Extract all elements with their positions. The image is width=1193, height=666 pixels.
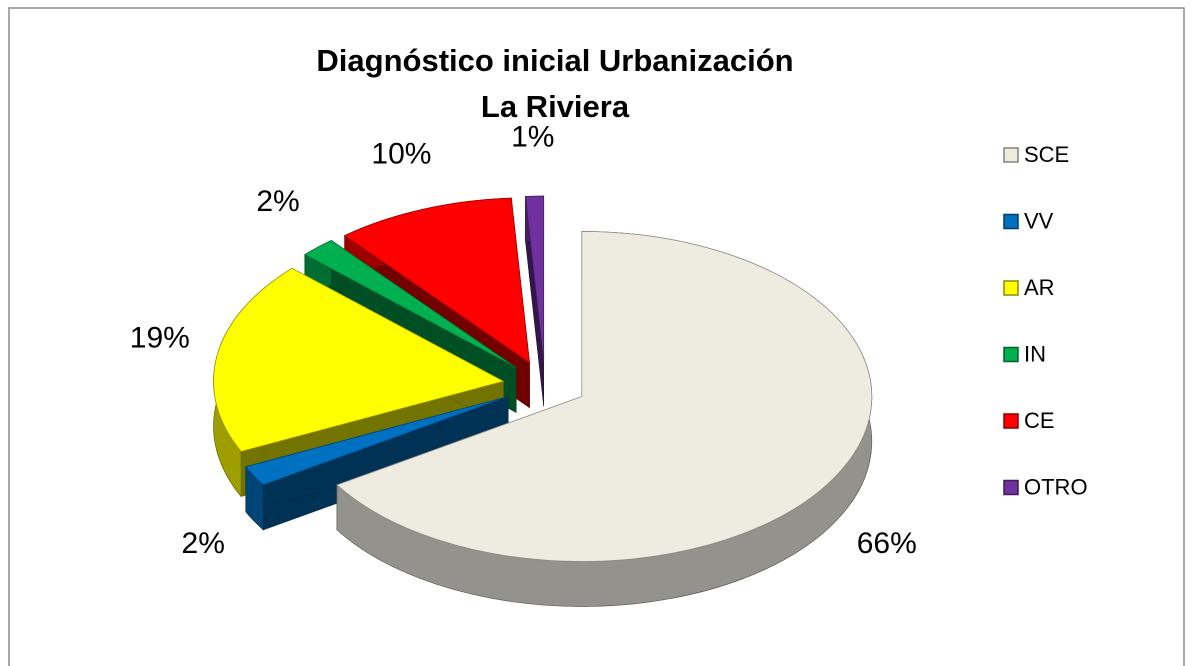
data-label: 10% (371, 137, 431, 170)
slice (213, 267, 505, 452)
legend-label: IN (1024, 341, 1046, 366)
slice (343, 197, 531, 364)
legend-swatch (1003, 147, 1019, 163)
legend-label: CE (1024, 408, 1055, 433)
legend-swatch (1003, 213, 1019, 230)
legend-label: OTRO (1024, 474, 1088, 499)
data-label: 19% (130, 322, 190, 355)
legend-label: VV (1024, 208, 1054, 233)
legend-swatch (1003, 479, 1019, 496)
slice (304, 239, 517, 368)
legend-label: SCE (1024, 142, 1069, 167)
legend-swatch (1003, 280, 1019, 296)
chart-title: Diagnóstico inicial Urbanización La Rivi… (316, 43, 794, 124)
legend-label: AR (1024, 275, 1055, 300)
legend-swatch (1003, 413, 1019, 429)
data-label: 2% (182, 527, 225, 560)
data-label: 2% (256, 185, 299, 218)
legend-swatch (1003, 346, 1019, 363)
slice (336, 231, 873, 562)
slice (525, 195, 545, 362)
data-label: 66% (857, 527, 917, 560)
data-label: 1% (511, 121, 554, 154)
slice (245, 396, 509, 486)
